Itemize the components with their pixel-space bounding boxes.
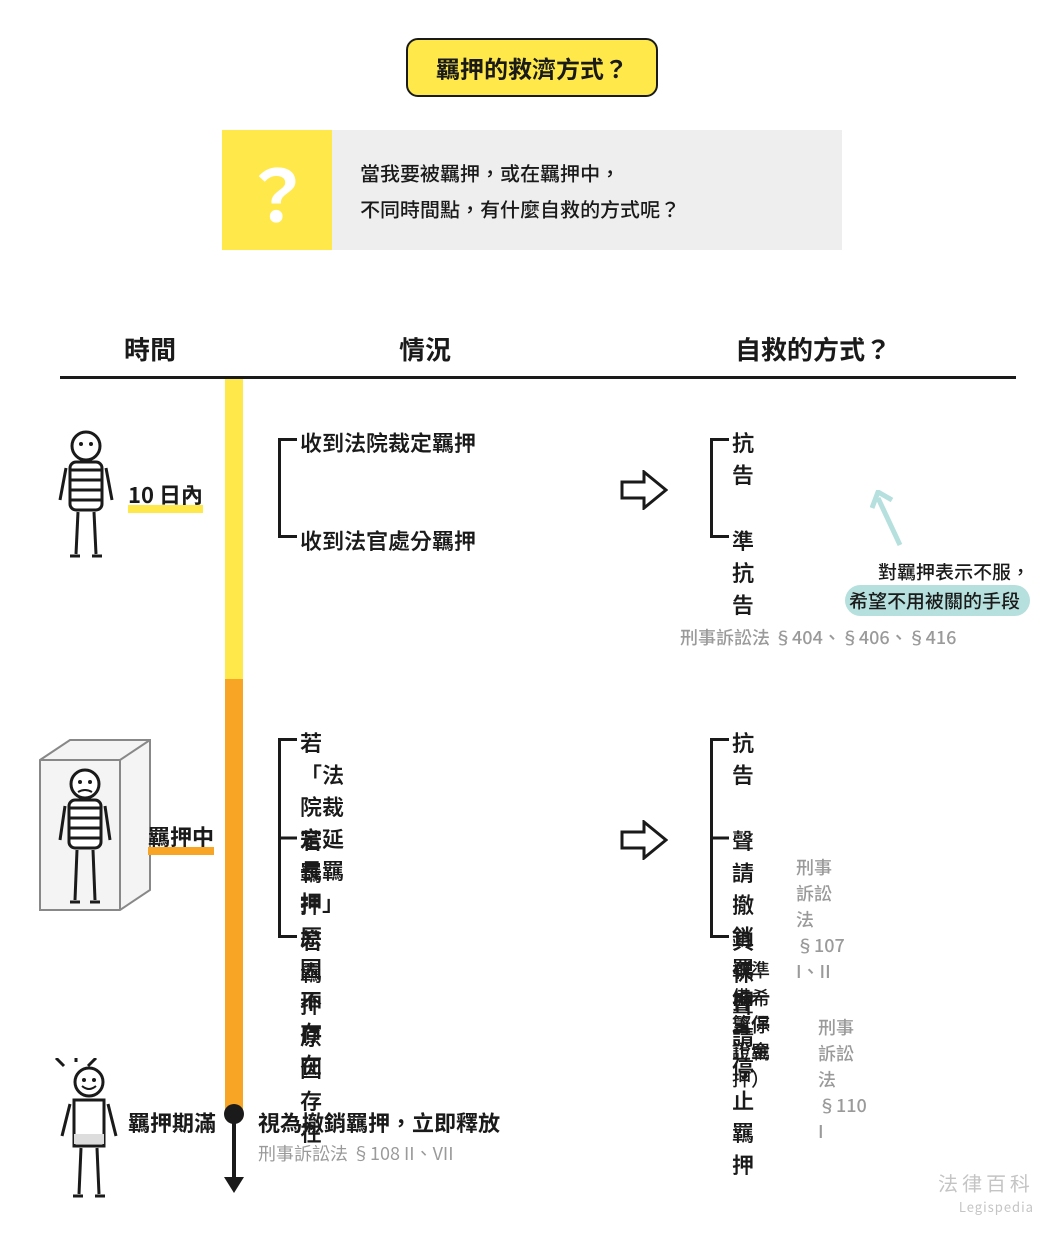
question-line-2: 不同時間點，有什麼自救的方式呢？ xyxy=(360,191,814,227)
person-released-icon xyxy=(54,1058,124,1208)
row1-situation-item-2: 收到法官處分羈押 xyxy=(300,524,476,556)
callout-line-2: 希望不用被關的手段 xyxy=(845,585,1030,616)
row2-remedy-item-2-law: 刑事訴訟法 §107 I、II xyxy=(796,854,845,984)
release-text: 視為撤銷羈押，立即釋放 xyxy=(258,1106,500,1138)
watermark: 法律百科 Legispedia xyxy=(938,1168,1034,1216)
bracket-icon xyxy=(710,738,726,938)
timeline-bar xyxy=(225,379,243,1199)
row1-situation-item-1: 收到法院裁定羈押 xyxy=(300,426,476,458)
person-standing-icon xyxy=(54,430,118,565)
row1-remedy-item-1: 抗告 xyxy=(732,426,754,490)
time-label-text: 羈押期滿 xyxy=(128,1106,216,1138)
flow-arrow-1 xyxy=(620,470,668,515)
bracket-icon xyxy=(278,438,294,538)
question-text: 當我要被羈押，或在羈押中， 不同時間點，有什麼自救的方式呢？ xyxy=(332,130,842,250)
watermark-zh: 法律百科 xyxy=(938,1168,1034,1197)
callout-line-1: 對羈押表示不服， xyxy=(740,558,1030,585)
column-headers: 時間 情況 自救的方式？ xyxy=(60,330,1016,381)
time-label-10days: 10 日內 xyxy=(128,478,203,513)
time-label-text: 10 日內 xyxy=(128,485,203,513)
question-mark-icon: ？ xyxy=(241,138,313,243)
question-line-1: 當我要被羈押，或在羈押中， xyxy=(360,155,814,191)
header-time: 時間 xyxy=(60,330,240,367)
row1-situation-bracket: 收到法院裁定羈押 收到法官處分羈押 xyxy=(278,438,538,538)
header-rule xyxy=(60,376,1016,379)
row2-remedy-item-3-note2: 希望停止羈押） xyxy=(732,984,770,1092)
release-law-ref: 刑事訴訟法 §108 II、VII xyxy=(258,1140,453,1166)
time-label-text: 羈押中 xyxy=(148,827,214,855)
row2-remedy-item-1: 抗告 xyxy=(732,726,754,790)
bracket-icon xyxy=(710,438,726,538)
time-label-detention: 羈押中 xyxy=(148,820,214,855)
callout-arrow-icon xyxy=(870,490,910,555)
question-mark-panel: ？ xyxy=(222,130,332,250)
person-in-box-icon xyxy=(30,730,160,935)
row1-law-ref: 刑事訴訟法 §404、§406、§416 xyxy=(680,624,956,650)
header-situation: 情況 xyxy=(240,330,610,367)
flow-arrow-2 xyxy=(620,820,668,865)
time-label-expired: 羈押期滿 xyxy=(128,1106,216,1138)
timeline-arrow-shaft xyxy=(232,1119,236,1179)
timeline-segment-orange xyxy=(225,679,243,1119)
bracket-icon xyxy=(278,738,294,938)
row1-callout: 對羈押表示不服， 希望不用被關的手段 xyxy=(740,558,1030,616)
page-title: 羈押的救濟方式？ xyxy=(406,38,658,97)
timeline-segment-yellow xyxy=(225,379,243,679)
row2-remedy-item-3-law: 刑事訴訟法 §110 I xyxy=(818,1014,867,1144)
question-box: ？ 當我要被羈押，或在羈押中， 不同時間點，有什麼自救的方式呢？ xyxy=(222,130,842,250)
timeline-arrow-head xyxy=(224,1177,244,1193)
header-remedy: 自救的方式？ xyxy=(610,330,1016,367)
watermark-en: Legispedia xyxy=(938,1197,1034,1216)
